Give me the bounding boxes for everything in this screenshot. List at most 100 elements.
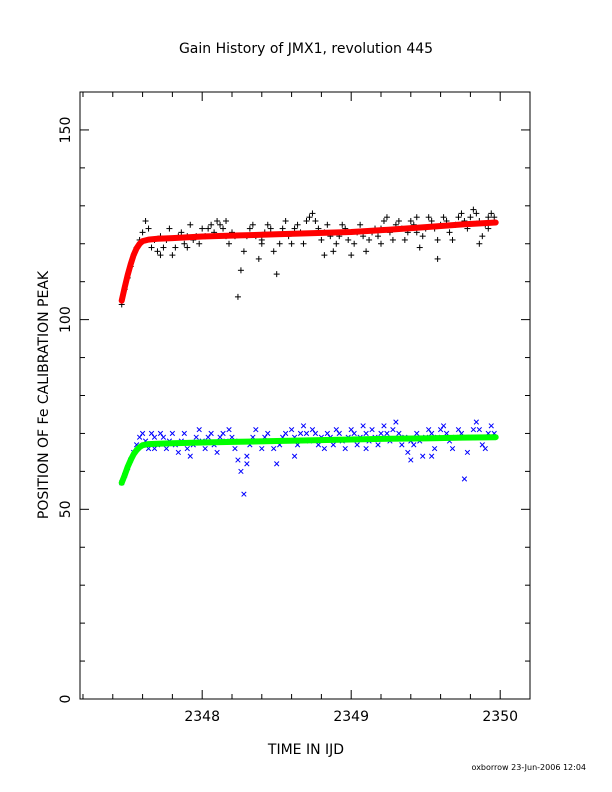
cross-point [253,426,259,433]
cross-point [196,426,202,433]
plus-point [226,240,233,247]
cross-point [363,445,369,452]
cross-point [274,461,280,467]
plus-point [419,233,426,240]
cross-point [429,453,435,459]
plus-point [217,221,224,228]
cross-point [396,430,402,437]
cross-point [440,423,447,429]
cross-point [309,426,316,433]
plus-point [470,206,477,213]
plus-point [488,210,495,217]
cross-point [193,434,199,440]
plus-point [154,248,161,255]
x-tick-label: 2350 [482,709,518,725]
cross-point [470,426,477,433]
plus-point [458,210,465,217]
cross-point [375,442,381,448]
cross-point [312,430,319,437]
plus-point [276,240,283,247]
cross-point [351,430,357,437]
cross-point [420,453,426,459]
plus-point [339,221,346,228]
y-tick-label: 0 [58,695,74,704]
cross-point [205,434,211,440]
cross-point [151,434,158,440]
axis-ticks [80,91,531,700]
plus-point [425,214,432,221]
plus-point [291,225,298,232]
cross-point [136,434,143,440]
plus-point [351,240,358,247]
plus-point [273,271,280,278]
plus-point [199,225,206,232]
plus-point [467,214,474,221]
cross-point [342,445,348,452]
plus-point [223,217,230,224]
plus-point [491,214,498,221]
axis-tick-labels: 0 50 100 150 2348 2349 2350 [58,117,518,725]
cross-point [232,445,238,452]
cross-point [330,442,336,448]
cross-point [238,468,244,475]
y-tick-label: 50 [58,500,74,518]
plus-point [407,217,414,224]
plus-point [282,217,289,224]
plus-point [306,214,313,221]
plot-frame [79,91,531,700]
plus-point [348,252,355,259]
plus-point [279,225,286,232]
cross-point [360,423,366,429]
cross-point [169,430,176,437]
plus-point [181,240,188,247]
plus-point [380,217,387,224]
plus-point [309,210,316,217]
cross-point [369,426,375,433]
plus-point [446,229,453,236]
cross-point [429,430,435,437]
cross-point [184,445,190,452]
cross-point [202,445,208,452]
cross-point [148,430,155,437]
cross-point [208,430,214,437]
fit-line-3 [118,434,499,486]
plus-point [214,217,221,224]
cross-point [479,442,485,448]
plus-point [401,236,408,243]
footer-credit: oxborrow 23-Jun-2006 12:04 [472,763,586,772]
plus-point [389,236,396,243]
x-tick-label: 2349 [333,709,369,725]
y-tick-label: 150 [58,117,74,144]
cross-point [393,419,399,425]
cross-point [464,449,471,456]
plus-point [312,217,319,224]
plus-point [345,236,352,243]
plus-point [485,214,492,221]
cross-point [378,430,384,437]
plus-point [455,214,462,221]
cross-point [265,430,271,437]
plus-point [321,252,328,259]
plus-point [383,214,390,221]
plus-point [324,221,331,228]
cross-point [324,430,331,437]
cross-point [408,457,414,463]
cross-point [461,476,468,482]
cross-point [303,430,310,437]
cross-point [390,426,396,433]
plus-point [395,217,402,224]
cross-point [411,442,417,448]
plus-point [440,214,447,221]
plus-point [300,240,307,247]
plus-point [264,221,271,228]
plus-point [416,244,423,251]
plus-point [237,267,244,274]
plus-point [303,217,310,224]
cross-point [348,426,354,433]
plus-point [485,225,492,232]
plus-point [249,221,256,228]
cross-point [321,445,328,452]
plus-point [166,225,173,232]
plus-point [184,244,191,251]
cross-point [405,449,411,456]
